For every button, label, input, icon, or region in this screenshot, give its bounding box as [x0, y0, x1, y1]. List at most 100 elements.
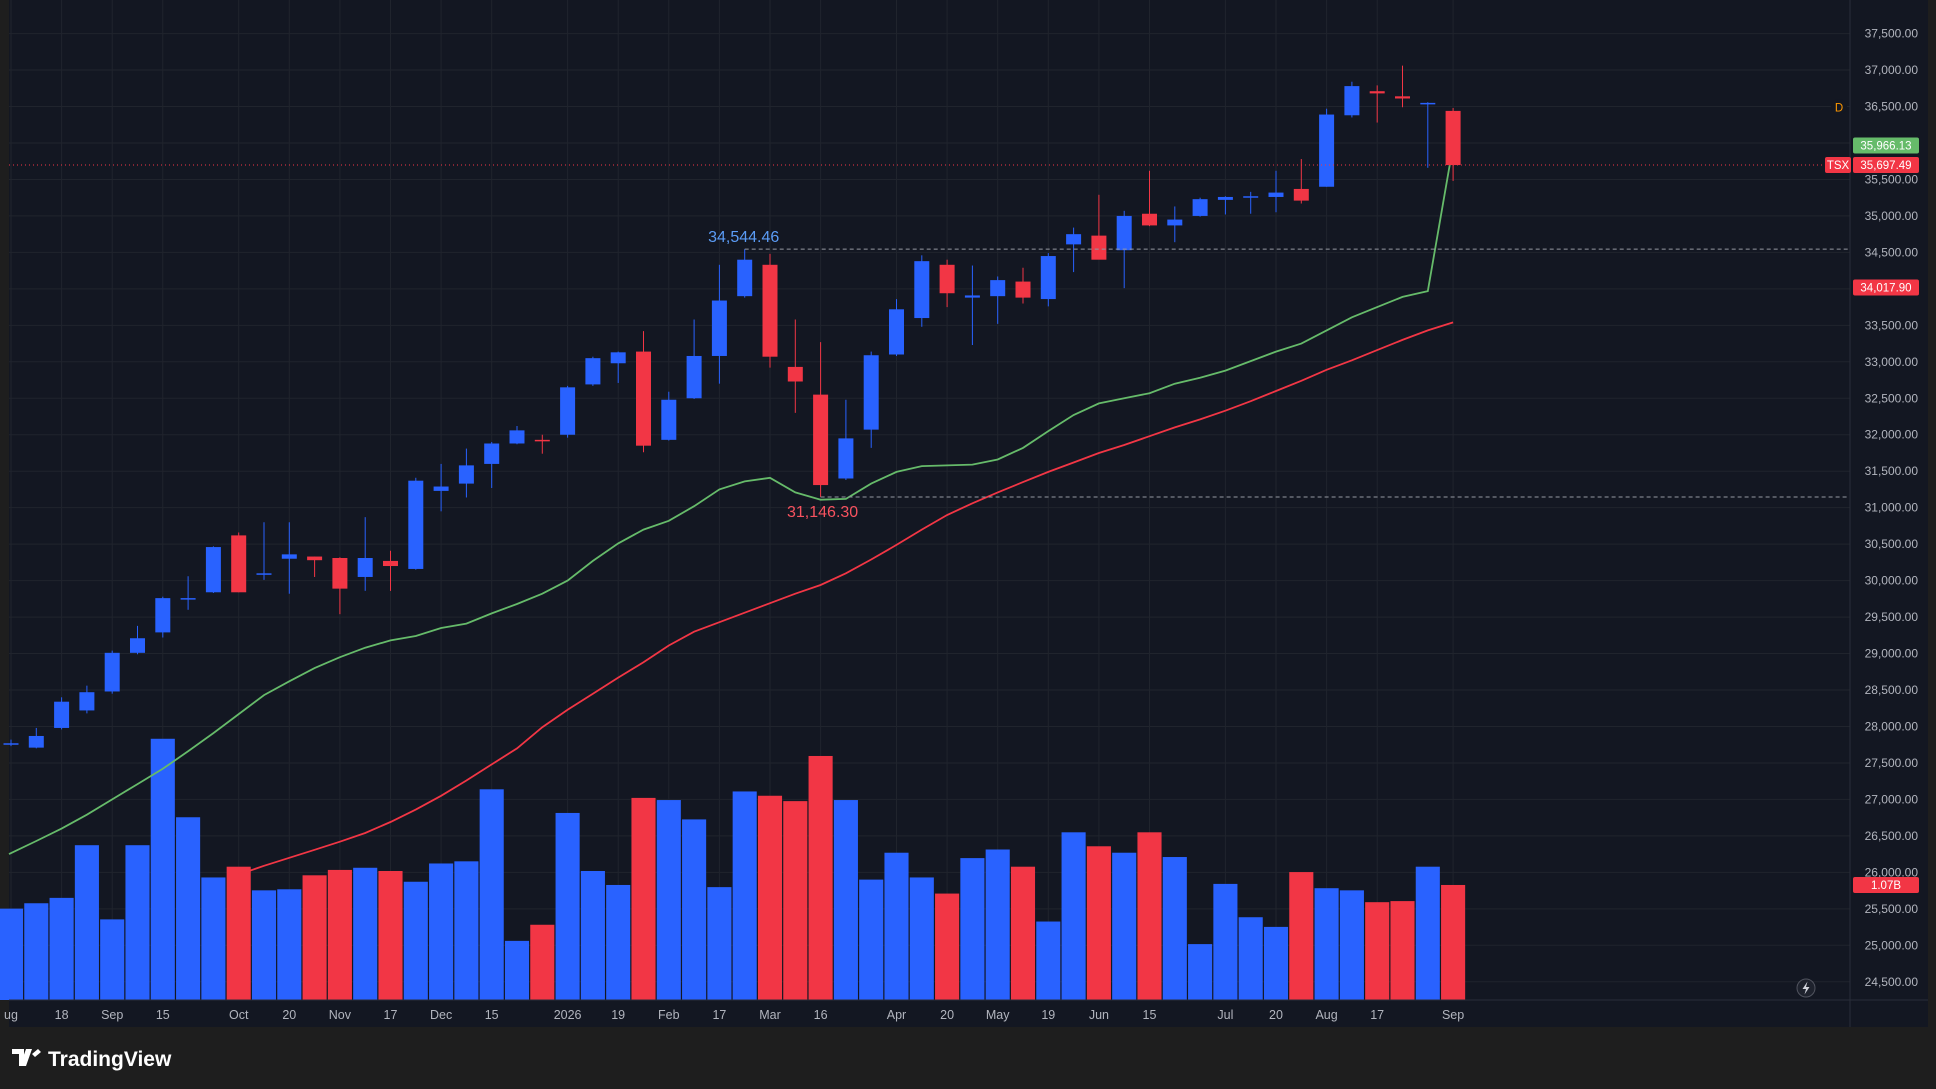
candle-body [585, 358, 601, 385]
candle-body [1015, 281, 1031, 298]
candle-body [1268, 192, 1284, 197]
volume-bar [580, 871, 605, 1000]
candle-body [1091, 235, 1107, 260]
time-tick-label: Mar [759, 1008, 781, 1022]
price-tick-label: 36,500.00 [1865, 100, 1919, 114]
candle [686, 319, 702, 400]
volume-tag-bg [1853, 876, 1919, 893]
high-low-markers: 34,544.46 31,146.30 [9, 164, 1850, 521]
price-tag-bg [1853, 279, 1919, 296]
time-tick-label: 17 [712, 1008, 726, 1022]
volume-bar [1061, 832, 1086, 1000]
volume-bar [403, 881, 428, 1000]
candle-body [79, 692, 95, 711]
volume-bar [125, 845, 150, 1000]
candle-body [863, 355, 879, 430]
candle-body [889, 309, 904, 355]
price-tick-label: 32,500.00 [1865, 391, 1919, 405]
candle [383, 550, 398, 591]
volume-bar [378, 871, 403, 1000]
volume-bar [1010, 866, 1036, 1000]
tv-logo-icon [12, 1049, 41, 1066]
candle-body [1040, 256, 1056, 300]
candle-body [307, 556, 323, 561]
volume-bar [1213, 883, 1238, 1000]
price-tick-label: 33,500.00 [1865, 318, 1919, 332]
candle-body [534, 439, 550, 442]
volume-bar [504, 940, 530, 1000]
price-tick-label: 32,000.00 [1865, 428, 1919, 442]
candle [560, 385, 576, 438]
candlesticks [3, 65, 1461, 749]
price-tag-bg [1853, 137, 1919, 154]
candle-body [1420, 102, 1436, 105]
time-tick-label: Apr [887, 1008, 906, 1022]
brand-name: TradingView [48, 1048, 172, 1071]
time-tick-label: 15 [156, 1008, 170, 1022]
candle [838, 399, 854, 480]
candle [636, 331, 651, 453]
time-tick-label: 17 [1370, 1008, 1384, 1022]
candle-body [990, 280, 1006, 297]
candle [1167, 206, 1183, 243]
candle-body [939, 264, 955, 294]
candle [1344, 81, 1360, 118]
price-tick-label: 24,500.00 [1865, 975, 1919, 989]
volume-bar [656, 800, 681, 1000]
symbol-tag-bg [1825, 157, 1851, 174]
candle [307, 556, 323, 577]
time-tick-label: 18 [55, 1008, 69, 1022]
candle-body [1344, 86, 1360, 116]
candle [787, 319, 803, 413]
candle-body [711, 300, 727, 356]
time-tick-label: Sep [1442, 1008, 1464, 1022]
tradingview-logo[interactable]: TradingView [12, 1048, 172, 1071]
candle [711, 264, 727, 384]
price-tick-label: 29,500.00 [1865, 610, 1919, 624]
price-tick-label: 25,500.00 [1865, 902, 1919, 916]
price-tag-last: 35,697.49 TSX [1825, 157, 1919, 174]
volume-bar [479, 789, 504, 1000]
candle-body [180, 598, 196, 600]
volume-bar [353, 867, 378, 1000]
volume-bar [707, 887, 732, 1000]
candle [1395, 65, 1410, 108]
interval-badge[interactable]: D [1831, 99, 1847, 115]
price-tick-label: 26,000.00 [1865, 865, 1919, 879]
price-tick-label: 27,000.00 [1865, 792, 1919, 806]
candle-body [1167, 219, 1183, 226]
volume-bar [74, 845, 99, 1000]
time-tick-label: 17 [384, 1008, 398, 1022]
candle [1066, 227, 1082, 273]
candle-body [661, 399, 677, 440]
price-tag-text: 35,697.49 [1860, 160, 1911, 172]
candle [1015, 267, 1031, 304]
price-tick-label: 31,500.00 [1865, 464, 1919, 478]
volume-bar [808, 755, 833, 1000]
time-tick-label: 15 [485, 1008, 499, 1022]
price-tag-text: 35,966.13 [1860, 140, 1911, 152]
candle [205, 546, 221, 594]
candle-body [433, 486, 449, 491]
price-tick-label: 35,500.00 [1865, 172, 1919, 186]
candle [180, 576, 196, 610]
candle [1192, 197, 1208, 217]
grid-lines [9, 0, 1850, 1000]
volume-bar [49, 897, 74, 1000]
volume-bar [1314, 888, 1339, 1000]
candle [130, 625, 145, 655]
candle [1420, 102, 1436, 168]
price-tag-text: 34,017.90 [1860, 283, 1911, 295]
time-tick-label: Dec [430, 1008, 452, 1022]
candle-body [1319, 114, 1335, 187]
replay-button[interactable] [1796, 978, 1816, 998]
volume-bar [555, 812, 580, 1000]
candle-body [1369, 91, 1385, 94]
candle-body [256, 573, 272, 575]
candle-body [1116, 215, 1132, 251]
candle-body [1142, 213, 1157, 226]
volume-bar [429, 863, 454, 1000]
volume-bar [1188, 944, 1213, 1000]
